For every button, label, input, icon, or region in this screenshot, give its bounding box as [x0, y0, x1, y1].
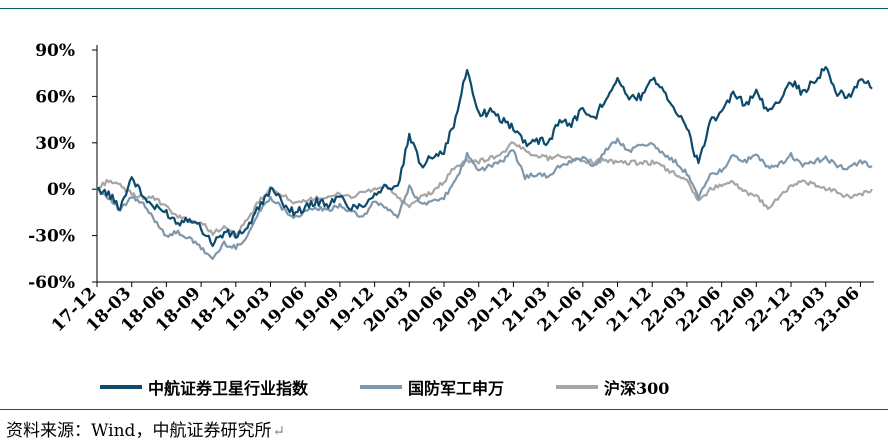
legend-label: 沪深300 [604, 379, 670, 398]
source-text: 资料来源：Wind，中航证券研究所 [6, 421, 272, 441]
return-mark: ↵ [272, 422, 286, 440]
y-tick-label: -30% [28, 227, 75, 247]
line-chart: -60%-30%0%30%60%90%17-1218-0318-0618-091… [28, 41, 874, 336]
legend-swatch [100, 385, 142, 389]
y-tick-label: 0% [47, 180, 75, 200]
bottom-rule [0, 409, 888, 410]
legend-swatch [360, 385, 403, 389]
series-line-1 [96, 65, 873, 248]
legend-item-1: 中航证券卫星行业指数 [100, 375, 308, 399]
legend-label: 中航证券卫星行业指数 [148, 379, 309, 398]
y-tick-label: 90% [35, 41, 75, 61]
legend-item-3: 沪深300 [556, 375, 669, 399]
legend-label: 国防军工申万 [408, 379, 505, 398]
legend-swatch [556, 385, 599, 389]
y-tick-label: 60% [35, 87, 75, 107]
top-rule [0, 8, 888, 9]
chart-legend: 中航证券卫星行业指数 国防军工申万 沪深300 [100, 375, 840, 399]
y-tick-label: 30% [35, 134, 75, 154]
plot-area: -60%-30%0%30%60%90%17-1218-0318-0618-091… [28, 41, 874, 336]
series-line-3 [96, 141, 873, 239]
series-line-2 [96, 137, 873, 260]
legend-item-2: 国防军工申万 [360, 375, 504, 399]
source-note: 资料来源：Wind，中航证券研究所↵ [6, 416, 285, 441]
y-tick-label: -60% [28, 273, 75, 293]
